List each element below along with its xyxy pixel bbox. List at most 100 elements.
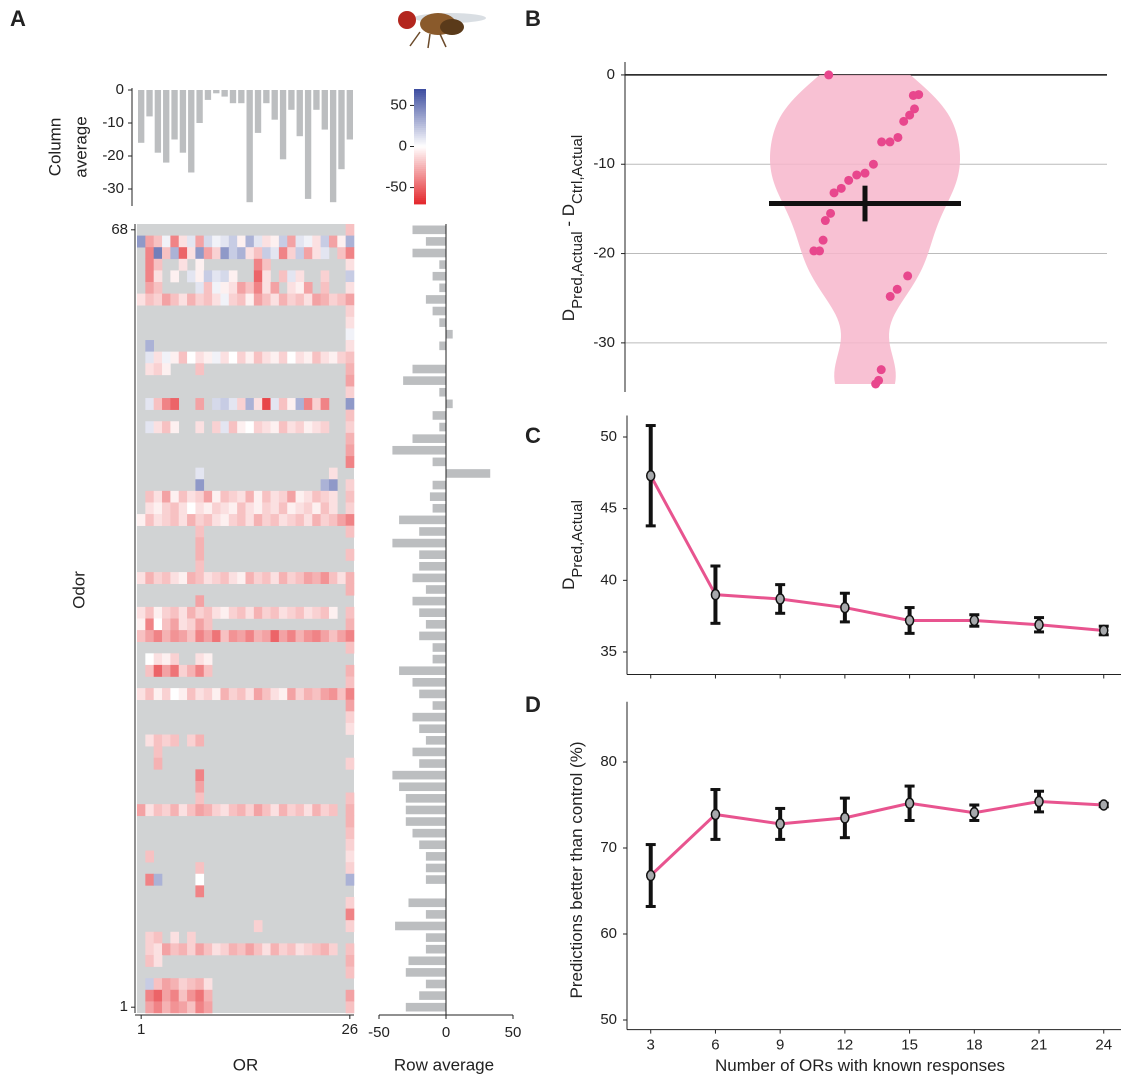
heatmap-cell <box>345 630 355 643</box>
heatmap-cell <box>178 247 188 260</box>
bar <box>419 561 446 571</box>
heatmap-cell <box>195 479 205 492</box>
data-point <box>1034 795 1044 808</box>
heatmap-cell <box>178 490 188 503</box>
bar <box>425 863 446 873</box>
heatmap-cell <box>170 398 180 410</box>
heatmap-cell <box>178 514 188 526</box>
heatmap-cell <box>278 502 288 515</box>
heatmap-cell <box>162 514 171 526</box>
heatmap-cell <box>137 630 146 643</box>
heatmap-cell <box>253 804 263 817</box>
heatmap-cell <box>203 664 213 677</box>
heatmap-cell <box>203 235 213 248</box>
heatmap-cell <box>153 978 163 991</box>
y-tick-label: -20 <box>593 245 615 262</box>
heatmap-cell <box>312 293 321 306</box>
heatmap-cell <box>312 398 321 410</box>
heatmap-cell <box>203 514 213 526</box>
x-tick-label: 26 <box>341 1021 358 1038</box>
heatmap-cell <box>328 351 338 364</box>
heatmap-cell <box>228 490 238 503</box>
heatmap-cell <box>145 282 154 294</box>
heatmap-cell <box>253 270 263 283</box>
heatmap-cell <box>170 978 180 991</box>
heatmap-cell <box>237 398 246 410</box>
heatmap-cell <box>270 398 280 410</box>
heatmap-cell <box>345 815 355 828</box>
bar <box>432 411 446 420</box>
heatmap-cell <box>328 293 338 306</box>
colorbar-step <box>414 123 426 127</box>
data-point <box>860 168 870 178</box>
heatmap-cell <box>162 247 171 260</box>
heatmap-cell <box>212 398 221 410</box>
bar <box>432 643 446 652</box>
bar <box>221 90 228 97</box>
colorbar-step <box>414 134 426 137</box>
heatmap-cell <box>345 293 355 306</box>
data-point <box>820 216 830 226</box>
heatmap-cell <box>287 804 296 817</box>
heatmap-cell <box>153 630 163 643</box>
heatmap-cell <box>145 618 154 631</box>
heatmap-cell <box>203 653 213 666</box>
heatmap-cell <box>345 676 355 689</box>
heatmap-cell <box>187 978 196 991</box>
heatmap-cell <box>345 340 355 352</box>
heatmap-cell <box>345 966 355 979</box>
heatmap-cell <box>278 572 288 584</box>
heatmap-cell <box>153 514 163 526</box>
heatmap-cell <box>220 572 230 584</box>
heatmap-cell <box>220 282 230 294</box>
heatmap-cell <box>253 351 263 364</box>
heatmap-cell <box>212 490 221 503</box>
colorbar-step <box>414 193 426 197</box>
heatmap-cell <box>328 804 338 817</box>
heatmap-cell <box>145 653 154 666</box>
heatmap-cell <box>145 258 154 271</box>
heatmap-cell <box>162 978 171 991</box>
heatmap-cell <box>270 502 280 515</box>
heatmap-cell <box>228 351 238 364</box>
bar <box>279 90 287 160</box>
bar <box>405 968 446 977</box>
heatmap-cell <box>162 804 171 817</box>
heatmap-cell <box>195 247 205 260</box>
bar <box>171 90 178 140</box>
heatmap-cell <box>345 954 355 967</box>
y-axis-label-part: Predictions better than control (%) <box>567 741 586 998</box>
heatmap-cell <box>237 490 246 503</box>
heatmap-cell <box>145 351 154 364</box>
heatmap-cell <box>145 850 154 863</box>
heatmap-cell <box>253 572 263 584</box>
heatmap-cell <box>295 490 305 503</box>
y-tick-label: 45 <box>600 500 617 517</box>
heatmap-cell <box>345 444 355 457</box>
colorbar-step <box>414 119 426 123</box>
colorbar-step <box>414 162 426 166</box>
colorbar-step <box>414 185 426 188</box>
y-tick-label: 60 <box>600 925 617 942</box>
heatmap-cell <box>303 282 313 294</box>
heatmap-cell <box>295 282 305 294</box>
heatmap-cell <box>312 572 321 584</box>
heatmap-cell <box>153 398 163 410</box>
heatmap-cell <box>145 664 154 677</box>
heatmap-cell <box>178 943 188 956</box>
heatmap-cell <box>328 467 338 480</box>
bar <box>408 898 446 908</box>
heatmap-cell <box>295 514 305 526</box>
heatmap-cell <box>287 943 296 956</box>
heatmap-cell <box>228 688 238 701</box>
heatmap-cell <box>220 293 230 306</box>
heatmap-cell <box>345 490 355 503</box>
heatmap-cell <box>295 804 305 817</box>
heatmap-cell <box>170 490 180 503</box>
bar <box>154 90 162 153</box>
heatmap-cell <box>303 398 313 410</box>
heatmap-cell <box>345 432 355 445</box>
x-tick-label: 24 <box>1095 1037 1112 1054</box>
heatmap-cell <box>162 664 171 677</box>
heatmap-cell <box>212 514 221 526</box>
